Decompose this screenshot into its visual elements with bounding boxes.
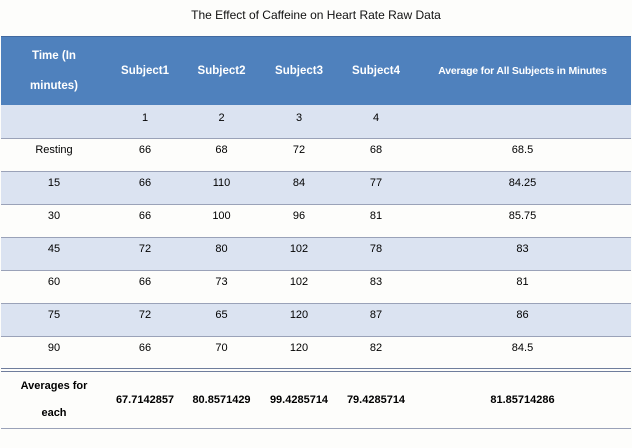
totals-value-cell: 99.4285714 xyxy=(260,369,338,429)
subject-number-cell: 3 xyxy=(260,104,338,139)
totals-row: Averages for each 67.7142857 80.8571429 99.… xyxy=(1,369,631,429)
subject-number-cell xyxy=(1,104,107,139)
time-label-cell: 75 xyxy=(1,303,107,337)
time-label-cell: 45 xyxy=(1,237,107,271)
value-cell: 84.5 xyxy=(414,336,631,372)
table-row: 90 66 70 120 82 84.5 xyxy=(1,336,631,372)
value-cell: 102 xyxy=(260,270,338,304)
value-cell: 66 xyxy=(107,336,183,372)
value-cell: 84 xyxy=(260,171,338,205)
table-row: 45 72 80 102 78 83 xyxy=(1,237,631,271)
value-cell: 72 xyxy=(107,303,183,337)
value-cell: 102 xyxy=(260,237,338,271)
value-cell: 100 xyxy=(183,204,260,238)
value-cell: 81 xyxy=(414,270,631,304)
table-title: The Effect of Caffeine on Heart Rate Raw… xyxy=(191,8,441,22)
totals-label-cell: Averages for each xyxy=(1,369,107,429)
value-cell: 66 xyxy=(107,171,183,205)
value-cell: 77 xyxy=(338,171,414,205)
value-cell: 66 xyxy=(107,204,183,238)
value-cell: 86 xyxy=(414,303,631,337)
value-cell: 87 xyxy=(338,303,414,337)
time-label-cell: 30 xyxy=(1,204,107,238)
value-cell: 120 xyxy=(260,303,338,337)
value-cell: 72 xyxy=(260,138,338,172)
value-cell: 80 xyxy=(183,237,260,271)
value-cell: 68 xyxy=(338,138,414,172)
value-cell: 66 xyxy=(107,270,183,304)
totals-value-cell: 67.7142857 xyxy=(107,369,183,429)
totals-value-cell: 81.85714286 xyxy=(414,369,631,429)
time-label-cell: 90 xyxy=(1,336,107,372)
table-row: 15 66 110 84 77 84.25 xyxy=(1,171,631,205)
subject-number-cell: 2 xyxy=(183,104,260,139)
time-column-header: Time (In minutes) xyxy=(1,36,107,105)
value-cell: 78 xyxy=(338,237,414,271)
time-label-cell: 60 xyxy=(1,270,107,304)
average-column-header: Average for All Subjects in Minutes xyxy=(414,36,631,105)
table-row: 30 66 100 96 81 85.75 xyxy=(1,204,631,238)
value-cell: 66 xyxy=(107,138,183,172)
value-cell: 85.75 xyxy=(414,204,631,238)
value-cell: 81 xyxy=(338,204,414,238)
table-row: 60 66 73 102 83 81 xyxy=(1,270,631,304)
value-cell: 68.5 xyxy=(414,138,631,172)
value-cell: 120 xyxy=(260,336,338,372)
time-label-cell: Resting xyxy=(1,138,107,172)
table-row: Resting 66 68 72 68 68.5 xyxy=(1,138,631,172)
caffeine-data-table: Time (In minutes) Subject1 Subject2 Subject… xyxy=(1,36,631,429)
value-cell: 72 xyxy=(107,237,183,271)
time-label-cell: 15 xyxy=(1,171,107,205)
value-cell: 70 xyxy=(183,336,260,372)
value-cell: 65 xyxy=(183,303,260,337)
value-cell: 83 xyxy=(338,270,414,304)
subject-column-header: Subject3 xyxy=(260,36,338,105)
table-foot: Averages for each 67.7142857 80.8571429 99.… xyxy=(1,369,631,429)
header-row: Time (In minutes) Subject1 Subject2 Subject… xyxy=(1,36,631,105)
value-cell: 83 xyxy=(414,237,631,271)
totals-value-cell: 80.8571429 xyxy=(183,369,260,429)
table-row: 75 72 65 120 87 86 xyxy=(1,303,631,337)
value-cell: 84.25 xyxy=(414,171,631,205)
subject-number-cell xyxy=(414,104,631,139)
totals-value-cell: 79.4285714 xyxy=(338,369,414,429)
subject-column-header: Subject2 xyxy=(183,36,260,105)
value-cell: 68 xyxy=(183,138,260,172)
subject-column-header: Subject4 xyxy=(338,36,414,105)
table-head: Time (In minutes) Subject1 Subject2 Subject… xyxy=(1,36,631,139)
value-cell: 110 xyxy=(183,171,260,205)
table-body: Resting 66 68 72 68 68.5 15 66 110 84 77 84.25 30 66 1… xyxy=(1,138,631,372)
value-cell: 73 xyxy=(183,270,260,304)
value-cell: 96 xyxy=(260,204,338,238)
subject-column-header: Subject1 xyxy=(107,36,183,105)
subject-number-cell: 4 xyxy=(338,104,414,139)
value-cell: 82 xyxy=(338,336,414,372)
subject-number-cell: 1 xyxy=(107,104,183,139)
